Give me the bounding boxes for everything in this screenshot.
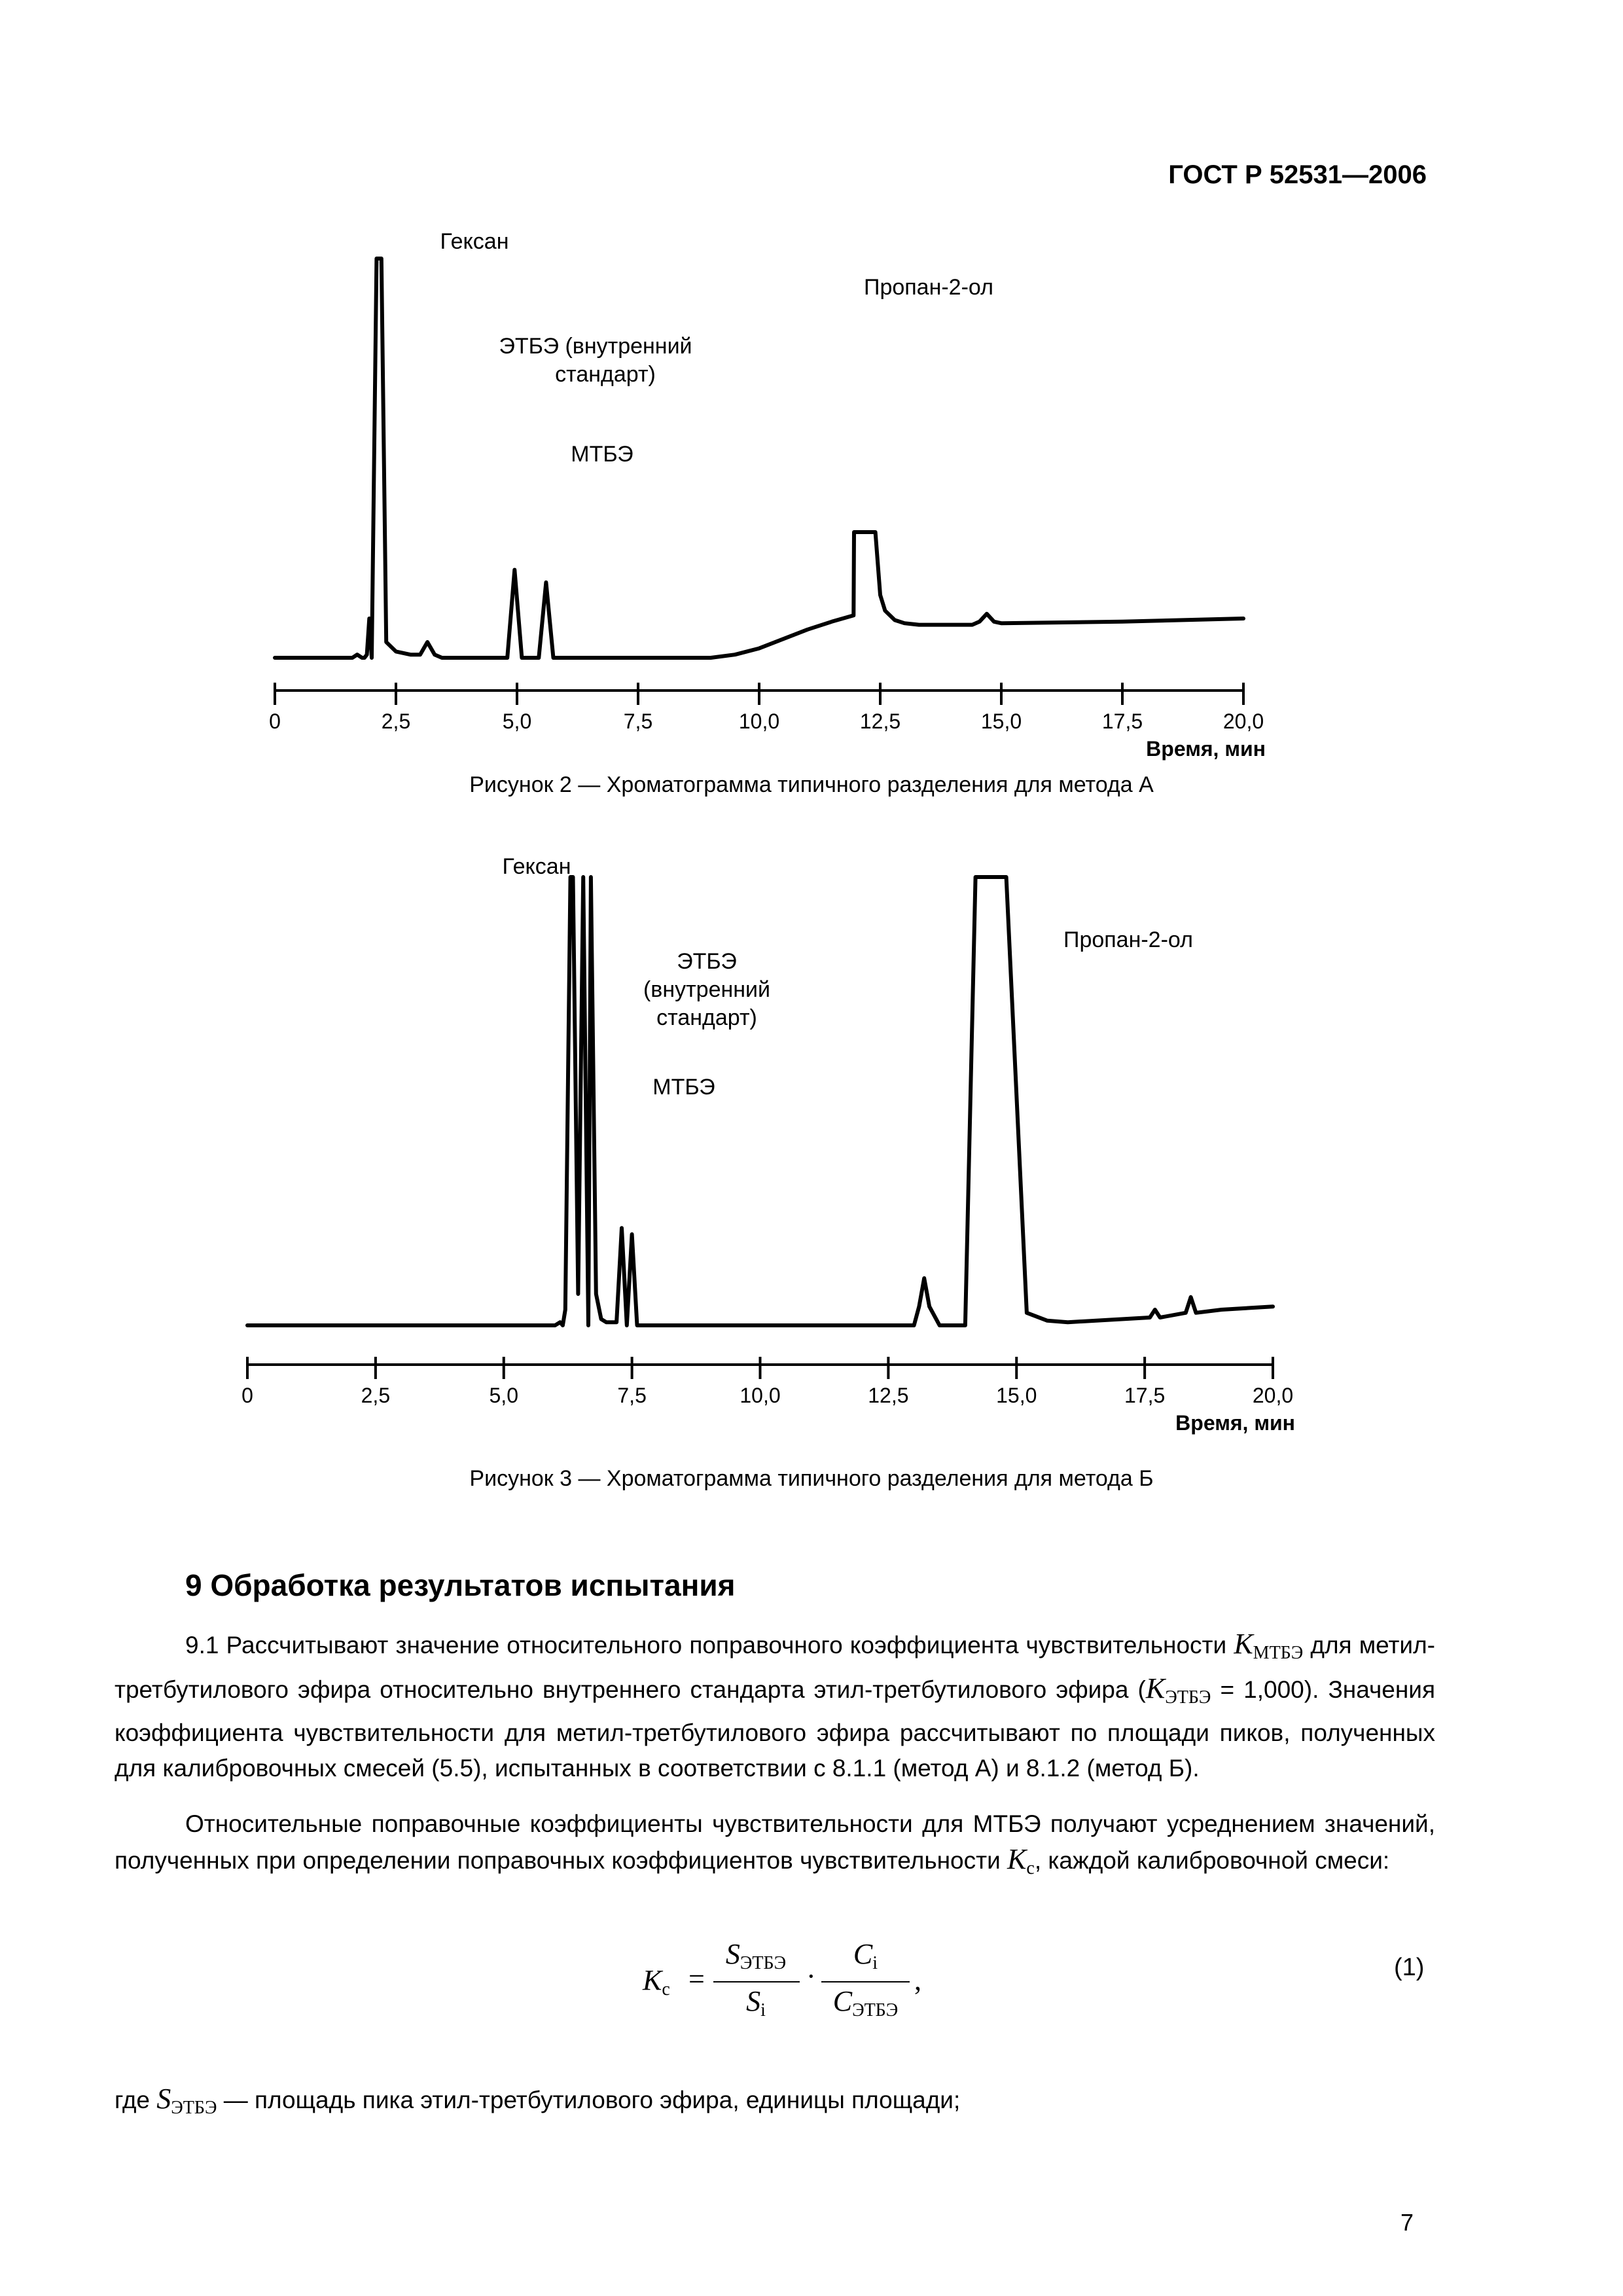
chromatogram-trace (245, 875, 1275, 1327)
x-tick-label: 10,0 (740, 1384, 780, 1407)
paragraph-9-1: 9.1 Рассчитывают значение относительного… (115, 1626, 1435, 1786)
x-tick-label: 15,0 (981, 709, 1022, 733)
den1: S (746, 1985, 761, 2017)
standard-number: ГОСТ Р 52531—2006 (1168, 160, 1427, 189)
fraction-1-denominator: Si (710, 1984, 802, 2021)
fraction-2-denominator: CЭТБЭ (818, 1984, 913, 2021)
chromatogram-method-b: 0 2,5 5,0 7,5 10,0 12,5 15,0 17,5 20,0 Время, мин… (241, 854, 1295, 1435)
p1-rest: = 1,000). Значения коэффициента чувствит… (115, 1676, 1435, 1782)
label-etbe-line1: ЭТБЭ (внутренний (499, 334, 692, 359)
den2-sub: ЭТБЭ (852, 2000, 899, 2020)
p2-text: Относительные поправочные коэффициенты ч… (115, 1810, 1435, 1874)
formula-comma: , (914, 1964, 921, 1996)
where-lead: где (115, 2087, 157, 2113)
label-mtbe: МТБЭ (652, 1075, 715, 1100)
paragraph-coefficients: Относительные поправочные коэффициенты ч… (115, 1806, 1435, 1886)
p2-end: , каждой калибровочной смеси: (1034, 1847, 1390, 1874)
formula-dot: · (806, 1960, 816, 1992)
fraction-1-numerator: SЭТБЭ (710, 1937, 802, 1974)
page-number: 7 (1400, 2209, 1414, 2236)
label-hexane: Гексан (503, 854, 571, 879)
x-tick-label: 5,0 (490, 1384, 518, 1407)
kc-subscript: c (1026, 1858, 1035, 1878)
x-tick-label: 20,0 (1253, 1384, 1293, 1407)
den2: C (832, 1985, 853, 2017)
kc-symbol: K (1007, 1843, 1027, 1875)
chromatogram-trace (273, 257, 1245, 660)
label-hexane: Гексан (440, 229, 509, 254)
x-tick-label: 0 (241, 1384, 253, 1407)
num1: S (725, 1938, 740, 1970)
label-etbe-line3: стандарт) (656, 1005, 757, 1030)
x-axis-title: Время, мин (1146, 737, 1266, 761)
equation-number: (1) (1394, 1954, 1425, 1981)
figure-2-caption: Рисунок 2 — Хроматограмма типичного разд… (469, 772, 1154, 797)
formula-equals: = (688, 1963, 705, 1995)
x-tick-label: 7,5 (624, 709, 652, 733)
x-tick-label: 12,5 (860, 709, 901, 733)
figure-3-caption: Рисунок 3 — Хроматограмма типичного разд… (469, 1466, 1154, 1491)
x-tick-label: 2,5 (382, 709, 410, 733)
formula-k-sub: c (662, 1979, 670, 2000)
den1-sub: i (760, 2000, 766, 2020)
chromatogram-method-a: 0 2,5 5,0 7,5 10,0 12,5 15,0 17,5 20,0 Время, мин… (269, 229, 1266, 761)
x-tick-label: 17,5 (1102, 709, 1143, 733)
k2-symbol: K (1145, 1672, 1166, 1704)
label-etbe-line2: (внутренний (643, 977, 770, 1002)
fraction-1-bar (713, 1981, 800, 1982)
num2: C (853, 1938, 873, 1970)
label-etbe-line1: ЭТБЭ (677, 949, 737, 974)
x-axis-title: Время, мин (1175, 1411, 1295, 1435)
p1-lead: 9.1 Рассчитывают значение относительного… (185, 1632, 1227, 1659)
k2-subscript: ЭТБЭ (1165, 1687, 1211, 1708)
p1-mid: для метил-третбутилового эфира относител… (115, 1632, 1436, 1703)
x-tick-label: 17,5 (1124, 1384, 1165, 1407)
x-tick-label: 10,0 (739, 709, 779, 733)
num2-sub: i (872, 1953, 878, 1973)
where-clause: где SЭТБЭ — площадь пика этил-третбутило… (115, 2081, 1435, 2126)
x-tick-label: 15,0 (996, 1384, 1037, 1407)
section-title: 9 Обработка результатов испытания (185, 1568, 736, 1602)
x-tick-label: 7,5 (617, 1384, 646, 1407)
label-etbe-line2: стандарт) (555, 362, 656, 387)
label-mtbe: МТБЭ (571, 442, 633, 467)
label-propanol: Пропан-2-ол (1063, 927, 1193, 952)
num1-sub: ЭТБЭ (740, 1953, 787, 1973)
x-tick-label: 12,5 (868, 1384, 908, 1407)
fraction-2-bar (821, 1981, 910, 1982)
where-text: — площадь пика этил-третбутилового эфира… (217, 2087, 961, 2113)
formula-1: Kc = SЭТБЭ Si · Ci CЭТБЭ , (622, 1937, 949, 2029)
x-tick-label: 20,0 (1223, 709, 1264, 733)
x-tick-label: 0 (269, 709, 281, 733)
fraction-2-numerator: Ci (818, 1937, 913, 1974)
where-s-subscript: ЭТБЭ (171, 2098, 217, 2118)
formula-lhs: Kc (643, 1964, 670, 2000)
where-s-symbol: S (156, 2083, 171, 2115)
x-tick-label: 5,0 (503, 709, 531, 733)
x-tick-label: 2,5 (361, 1384, 390, 1407)
formula-k: K (643, 1964, 662, 1996)
k-symbol: K (1234, 1628, 1253, 1660)
k-subscript: МТБЭ (1253, 1643, 1304, 1663)
label-propanol: Пропан-2-ол (864, 275, 993, 300)
